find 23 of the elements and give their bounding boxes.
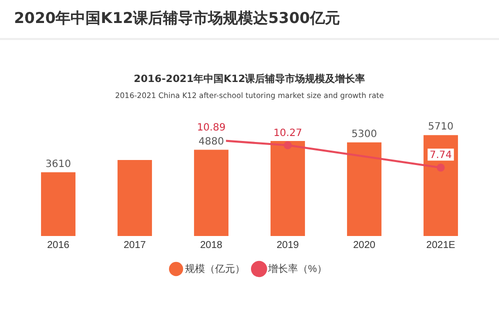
bar	[347, 142, 382, 236]
data-label: 5300	[352, 128, 377, 140]
bar	[424, 135, 458, 236]
bar	[41, 172, 76, 236]
data-label: 3610	[46, 158, 71, 170]
bar	[194, 150, 228, 236]
bar	[270, 140, 305, 236]
data-label: 7.74	[430, 150, 452, 162]
x-tick-label: 2021E	[426, 240, 456, 251]
chart-title: 2020年中国K12课后辅导市场规模达5300亿元	[14, 9, 340, 28]
data-label: 10.89	[196, 122, 226, 134]
x-tick-label: 2019	[276, 240, 300, 251]
x-tick-label: 2020	[353, 240, 376, 251]
x-tick-label: 2017	[124, 240, 146, 251]
chart-subtitle: 2016-2021年中国K12课后辅导市场规模及增长率	[132, 72, 366, 86]
x-tick-label: 2016	[47, 240, 70, 251]
bar	[118, 160, 152, 236]
data-label: 10.27	[273, 128, 302, 139]
data-label: 4880	[198, 136, 224, 148]
legend-label: 增长率（%）	[267, 262, 327, 275]
data-label: 5710	[428, 122, 454, 133]
legend-label: 规模（亿元）	[185, 262, 246, 275]
x-tick-label: 2018	[200, 240, 223, 251]
